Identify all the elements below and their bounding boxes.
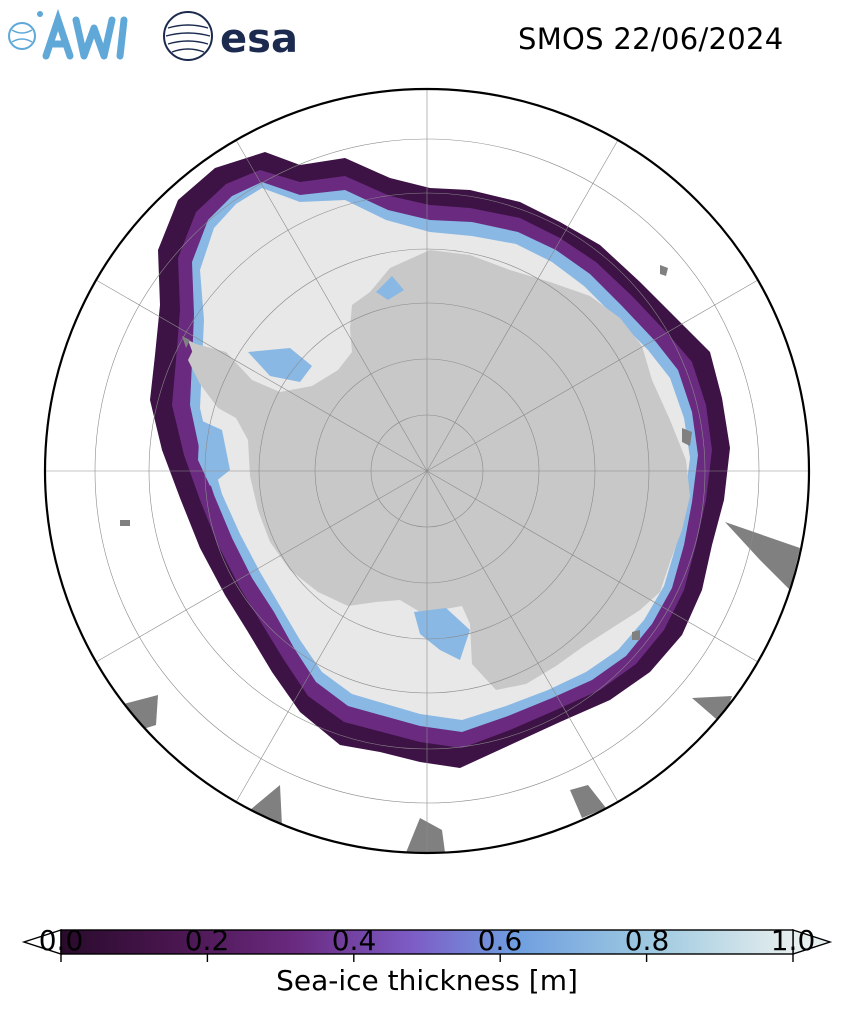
antarctica-land [188,250,690,690]
no-data-patches [120,265,800,853]
awi-logo-icon [8,8,128,60]
polar-map [43,87,811,855]
map-boundary [43,87,811,855]
colorbar-tick-label: 0.2 [184,924,230,957]
colorbar-label: Sea-ice thickness [m] [276,964,578,997]
sea-ice-patches [198,276,470,660]
longitude-gridlines [45,89,809,853]
colorbar-tick-label: 0.4 [331,924,377,957]
colorbar-tick-label: 0.8 [624,924,670,957]
map-title: SMOS 22/06/2024 [518,22,784,56]
colorbar-tick-label: 0.0 [38,924,84,957]
colorbar-tick-label: 1.0 [770,924,816,957]
colorbar-gradient [60,929,794,955]
colorbar [21,929,833,962]
colorbar-tick-label: 0.6 [477,924,523,957]
colorbar-ticks [60,954,794,962]
coastal-no-data [182,336,692,640]
esa-logo-icon: esa [163,11,298,62]
svg-text:esa: esa [220,16,298,62]
antarctic-peninsula [188,340,246,394]
